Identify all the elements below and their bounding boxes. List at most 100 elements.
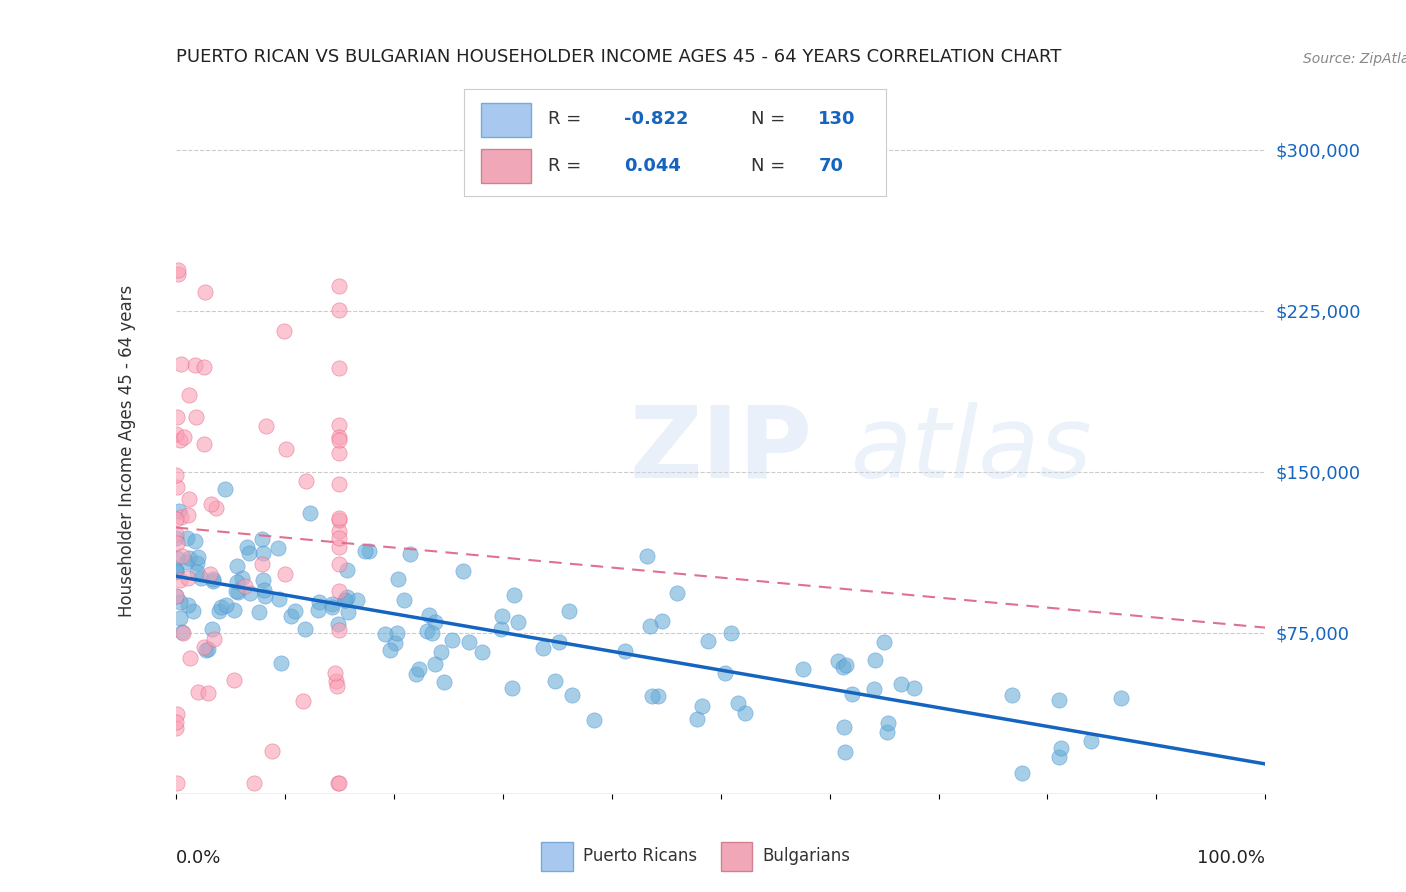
Puerto Ricans [441, 632, 464, 647]
Puerto Ricans [214, 598, 236, 612]
Puerto Ricans [384, 636, 406, 650]
Bulgarians [328, 446, 350, 460]
Bulgarians [273, 324, 295, 338]
Puerto Ricans [834, 745, 856, 759]
Puerto Ricans [638, 619, 661, 633]
Text: N =: N = [751, 157, 790, 175]
Puerto Ricans [239, 586, 262, 600]
Bulgarians [274, 442, 297, 456]
Puerto Ricans [346, 592, 368, 607]
Bulgarians [193, 436, 215, 450]
Bulgarians [200, 566, 222, 581]
Bulgarians [328, 302, 350, 317]
Puerto Ricans [253, 583, 276, 598]
Puerto Ricans [236, 540, 259, 554]
Puerto Ricans [336, 605, 359, 619]
Bulgarians [328, 511, 350, 525]
Bulgarians [165, 714, 187, 729]
Bulgarians [193, 640, 215, 654]
Puerto Ricans [176, 532, 198, 546]
Text: Source: ZipAtlas.com: Source: ZipAtlas.com [1303, 52, 1406, 66]
Text: atlas: atlas [852, 402, 1092, 499]
Puerto Ricans [387, 572, 409, 586]
Bulgarians [328, 540, 350, 554]
Bulgarians [165, 527, 187, 541]
Puerto Ricans [423, 615, 446, 629]
Puerto Ricans [283, 604, 305, 618]
Puerto Ricans [890, 677, 912, 691]
Bulgarians [243, 776, 266, 790]
Puerto Ricans [187, 549, 209, 564]
Puerto Ricans [613, 644, 636, 658]
Bulgarians [328, 434, 350, 448]
Puerto Ricans [165, 531, 187, 545]
Puerto Ricans [354, 544, 377, 558]
Text: Puerto Ricans: Puerto Ricans [583, 847, 697, 865]
Puerto Ricans [491, 608, 513, 623]
Puerto Ricans [429, 645, 451, 659]
Bulgarians [200, 497, 222, 511]
Bulgarians [194, 285, 217, 299]
Puerto Ricans [876, 715, 898, 730]
Puerto Ricans [641, 689, 664, 703]
Puerto Ricans [252, 574, 274, 588]
Text: 0.044: 0.044 [624, 157, 681, 175]
Puerto Ricans [166, 550, 188, 565]
Bulgarians [197, 686, 219, 700]
Puerto Ricans [471, 645, 494, 659]
Puerto Ricans [195, 643, 218, 657]
Puerto Ricans [226, 575, 249, 590]
Puerto Ricans [863, 681, 886, 696]
Puerto Ricans [252, 546, 274, 560]
Bulgarians [179, 492, 201, 507]
Puerto Ricans [1011, 766, 1033, 780]
Puerto Ricans [1047, 692, 1070, 706]
Puerto Ricans [247, 605, 270, 619]
Puerto Ricans [501, 681, 523, 695]
Puerto Ricans [451, 565, 474, 579]
Bulgarians [193, 359, 215, 374]
Puerto Ricans [420, 626, 443, 640]
Puerto Ricans [201, 574, 224, 588]
Bulgarians [224, 673, 246, 687]
Puerto Ricans [165, 564, 187, 578]
Puerto Ricans [696, 634, 718, 648]
Puerto Ricans [832, 720, 855, 734]
Puerto Ricans [418, 608, 440, 623]
Puerto Ricans [224, 603, 246, 617]
Text: PUERTO RICAN VS BULGARIAN HOUSEHOLDER INCOME AGES 45 - 64 YEARS CORRELATION CHAR: PUERTO RICAN VS BULGARIAN HOUSEHOLDER IN… [176, 48, 1062, 66]
Puerto Ricans [226, 585, 249, 599]
Puerto Ricans [165, 565, 187, 579]
Puerto Ricans [1001, 688, 1024, 702]
Puerto Ricans [357, 543, 380, 558]
Bulgarians [166, 480, 188, 494]
Puerto Ricans [503, 588, 526, 602]
Puerto Ricans [385, 626, 408, 640]
Text: N =: N = [751, 111, 790, 128]
Puerto Ricans [508, 615, 530, 629]
Bulgarians [187, 685, 209, 699]
Puerto Ricans [865, 653, 887, 667]
Puerto Ricans [202, 572, 225, 586]
Bulgarians [328, 360, 350, 375]
Puerto Ricans [179, 550, 201, 565]
Text: -0.822: -0.822 [624, 111, 689, 128]
Puerto Ricans [720, 626, 742, 640]
Puerto Ricans [1080, 733, 1102, 747]
Bulgarians [326, 679, 349, 693]
Bulgarians [172, 626, 194, 640]
Puerto Ricans [903, 681, 925, 696]
Puerto Ricans [458, 635, 481, 649]
Puerto Ricans [690, 698, 713, 713]
Bulgarians [328, 476, 350, 491]
Puerto Ricans [165, 563, 187, 577]
Puerto Ricans [1047, 750, 1070, 764]
Puerto Ricans [1109, 690, 1132, 705]
Puerto Ricans [651, 614, 673, 628]
Bulgarians [295, 474, 318, 488]
Bulgarians [328, 430, 350, 444]
Puerto Ricans [190, 571, 212, 585]
Puerto Ricans [238, 546, 260, 560]
Puerto Ricans [321, 599, 343, 614]
Text: 70: 70 [818, 157, 844, 175]
